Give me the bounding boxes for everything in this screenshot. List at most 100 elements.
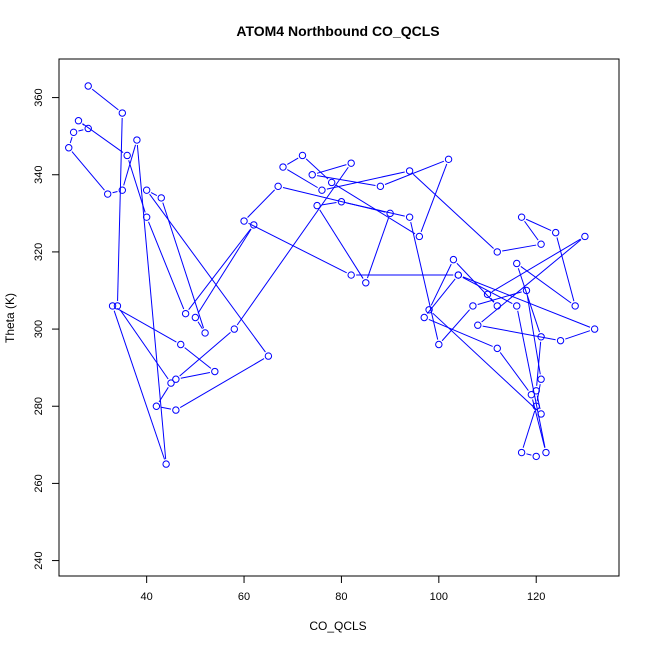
series-segment xyxy=(481,239,582,323)
data-point xyxy=(425,306,433,314)
data-point xyxy=(181,309,190,318)
series-segment xyxy=(346,202,405,217)
data-point xyxy=(250,221,258,229)
data-point xyxy=(449,255,458,264)
data-point xyxy=(376,182,385,191)
data-point xyxy=(167,379,175,387)
data-point xyxy=(513,302,521,310)
series-segment xyxy=(526,295,541,375)
data-point xyxy=(405,213,414,221)
data-point xyxy=(405,167,414,175)
series-segment xyxy=(197,321,203,329)
data-point xyxy=(590,325,599,333)
data-point xyxy=(493,248,501,256)
x-tick-label: 120 xyxy=(527,591,545,603)
data-point xyxy=(420,313,428,322)
series-segment xyxy=(462,276,513,305)
series-segment xyxy=(532,399,546,448)
series-segment xyxy=(113,310,166,460)
series-segment xyxy=(520,266,572,304)
data-point xyxy=(172,406,180,414)
series-segment xyxy=(150,192,158,197)
series-segment xyxy=(482,325,556,341)
series-segment xyxy=(517,310,546,448)
data-point xyxy=(347,159,355,167)
data-point xyxy=(318,186,326,194)
data-point xyxy=(483,290,492,299)
data-point xyxy=(532,402,540,410)
series-segment xyxy=(123,144,136,186)
series-segment xyxy=(502,244,537,252)
series-segment xyxy=(82,123,124,153)
series-segment xyxy=(456,262,495,303)
series-segment xyxy=(188,228,252,310)
data-point xyxy=(313,201,321,210)
data-point xyxy=(537,240,545,248)
series-segment xyxy=(525,218,552,232)
data-point xyxy=(454,271,463,279)
y-tick-label: 260 xyxy=(33,474,45,492)
series-segment xyxy=(522,410,536,448)
series-segment xyxy=(491,238,581,293)
data-point xyxy=(362,279,370,287)
series-segment xyxy=(428,318,493,347)
data-point xyxy=(537,410,545,418)
series-segment xyxy=(412,173,494,249)
y-tick-label: 360 xyxy=(33,88,45,106)
data-point xyxy=(537,333,545,341)
data-point xyxy=(157,194,165,202)
y-tick-label: 320 xyxy=(33,243,45,261)
series-segment xyxy=(565,330,591,340)
series-segment xyxy=(112,190,118,194)
series-points xyxy=(65,82,599,468)
series-segment xyxy=(179,331,231,377)
series-segment xyxy=(184,347,212,369)
data-point xyxy=(532,452,540,461)
data-point xyxy=(118,109,127,117)
data-point xyxy=(474,321,482,329)
series-segment xyxy=(526,453,532,456)
series-segment xyxy=(71,151,105,191)
data-point xyxy=(493,302,501,310)
x-axis-label: CO_QCLS xyxy=(309,619,366,633)
data-point xyxy=(65,144,73,152)
series-segment xyxy=(162,202,205,329)
x-tick-label: 80 xyxy=(335,591,347,603)
data-point xyxy=(537,375,545,383)
data-point xyxy=(551,228,560,237)
series-segment xyxy=(287,169,318,189)
series-segment xyxy=(420,163,448,232)
data-point xyxy=(527,390,536,399)
series-segment xyxy=(499,352,529,391)
series-segment xyxy=(366,217,389,279)
data-point xyxy=(264,352,273,360)
series-segment xyxy=(305,158,329,180)
y-axis-label: Theta (K) xyxy=(3,293,17,343)
data-point xyxy=(513,259,521,268)
x-tick-label: 60 xyxy=(238,591,250,603)
x-tick-label: 40 xyxy=(141,591,153,603)
series-segment xyxy=(91,88,119,111)
series-segment xyxy=(316,164,347,174)
series-segment xyxy=(119,309,169,380)
data-point xyxy=(517,448,526,457)
data-point xyxy=(274,182,282,191)
data-point xyxy=(571,302,579,310)
series-segment xyxy=(117,118,123,301)
series-segment xyxy=(180,371,211,379)
chart-title: ATOM4 Northbound CO_QCLS xyxy=(236,23,439,39)
series-segment xyxy=(321,202,337,206)
series-segment xyxy=(524,220,539,241)
series-segment xyxy=(319,209,364,279)
data-point xyxy=(532,387,540,395)
data-point xyxy=(201,329,209,337)
data-point xyxy=(337,198,346,206)
series-segment xyxy=(248,222,347,274)
series-segment xyxy=(148,221,185,310)
data-point xyxy=(444,155,453,164)
series-segment xyxy=(247,189,275,218)
series-segment xyxy=(78,129,84,132)
data-point xyxy=(230,325,239,333)
data-point xyxy=(522,286,531,295)
data-point xyxy=(191,313,200,322)
